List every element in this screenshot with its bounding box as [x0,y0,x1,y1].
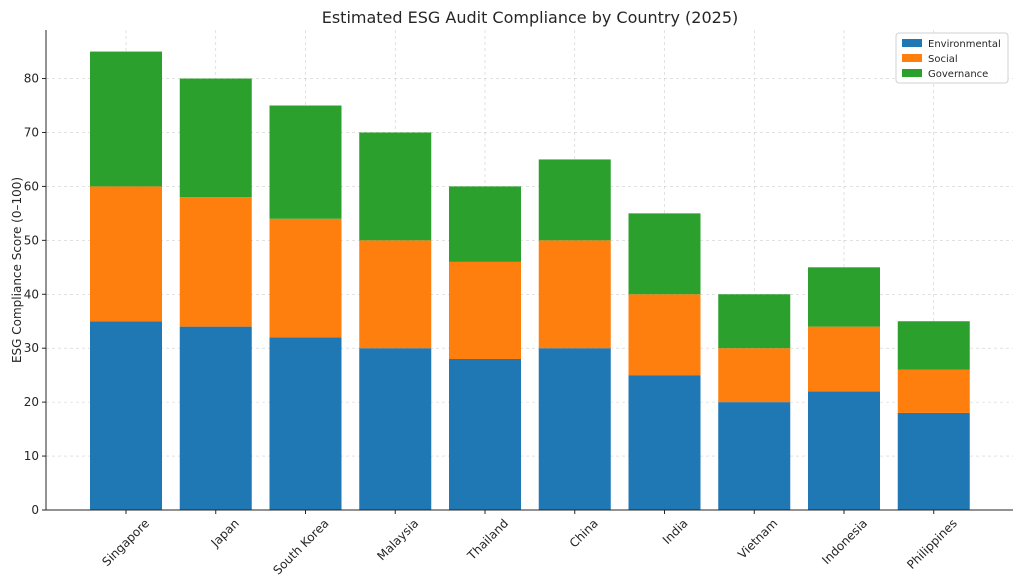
x-tick-label: China [567,516,601,550]
bar-environmental-china [538,348,611,510]
bar-environmental-philippines [897,412,970,510]
bar-social-india [628,294,701,376]
chart-title: Estimated ESG Audit Compliance by Countr… [322,8,739,27]
y-ticks: 0 10 20 30 40 50 60 70 80 [24,72,46,517]
bar-environmental-vietnam [718,402,791,510]
x-tick-label: Vietnam [735,516,780,561]
legend-label-social: Social [928,54,958,65]
bar-environmental-malaysia [359,348,432,510]
bar-environmental-thailand [449,358,521,510]
legend-label-governance: Governance [928,69,988,80]
bar-social-singapore [90,186,162,322]
x-tick-label: Philippines [904,516,960,572]
bar-social-philippines [897,369,970,413]
x-tick-label: India [660,516,691,547]
bars-layer [90,51,970,510]
bar-social-south-korea [269,218,342,338]
x-tick-label: Malaysia [374,516,421,563]
bar-governance-india [628,213,701,295]
bar-social-indonesia [808,326,880,392]
bar-governance-singapore [90,51,162,187]
bar-social-thailand [449,261,521,359]
bar-governance-malaysia [359,132,432,241]
y-tick-label: 30 [24,341,39,355]
legend-swatch-governance [902,69,922,77]
bar-governance-thailand [449,186,521,262]
y-tick-label: 40 [24,287,39,301]
y-tick-label: 60 [24,179,39,193]
bar-governance-south-korea [269,105,342,219]
legend-swatch-environmental [902,39,922,47]
x-tick-label: Indonesia [819,516,870,567]
y-tick-label: 70 [24,125,39,139]
bar-governance-vietnam [718,294,791,349]
axes-layer [45,30,1013,511]
legend-label-environmental: Environmental [928,39,1001,50]
bar-environmental-india [628,375,701,510]
x-tick-label: Singapore [99,516,152,569]
bar-environmental-indonesia [808,391,880,510]
bar-social-malaysia [359,240,432,349]
y-tick-label: 50 [24,233,39,247]
bar-environmental-south-korea [269,337,342,510]
legend: Environmental Social Governance [895,32,1009,84]
legend-swatch-social [902,54,922,62]
bar-social-china [538,240,611,349]
bar-environmental-japan [179,326,252,510]
x-tick-label: South Korea [270,516,331,577]
x-tick-label: Japan [208,516,242,550]
y-tick-label: 10 [24,449,39,463]
bar-social-japan [179,197,252,327]
bar-governance-japan [179,78,252,198]
y-tick-label: 20 [24,395,39,409]
x-tick-label: Thailand [464,516,511,563]
bar-governance-china [538,159,611,241]
y-axis-label: ESG Compliance Score (0–100) [10,177,24,363]
bar-governance-philippines [897,321,970,370]
bar-environmental-singapore [90,321,162,510]
y-tick-label: 80 [24,72,39,86]
bar-social-vietnam [718,348,791,403]
y-tick-label: 0 [31,503,39,517]
bar-governance-indonesia [808,267,880,327]
legend-box [895,32,1009,84]
x-ticks: Singapore Japan South Korea Malaysia Thailan… [99,510,960,578]
